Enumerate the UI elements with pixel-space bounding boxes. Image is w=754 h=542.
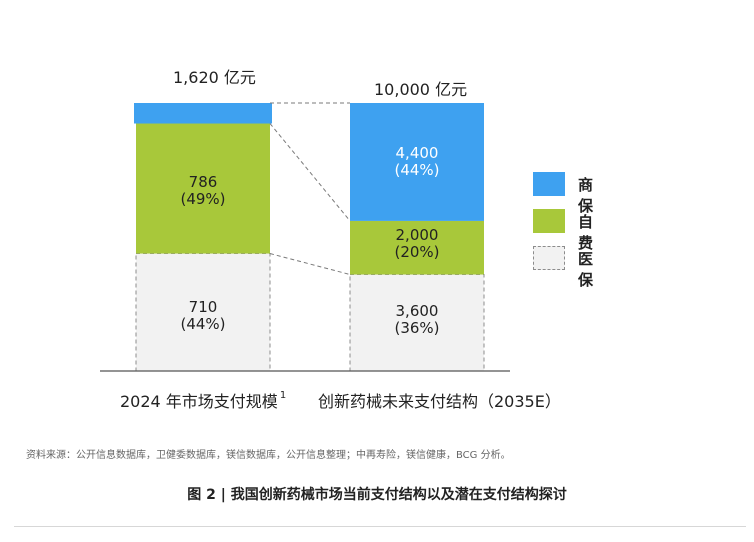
segment-label-medical-insurance-2035: 3,600 (36%) <box>350 303 484 337</box>
segment-share: (49%) <box>180 190 226 208</box>
bar-segment-self-pay-0 <box>136 123 270 254</box>
segment-label-self-pay-2024: 786 (49%) <box>136 174 270 208</box>
legend-label: 医保 <box>578 250 594 289</box>
segment-share: (44%) <box>394 161 440 179</box>
segment-share: (36%) <box>394 319 440 337</box>
segment-label-commercial-insurance-2035: 4,400 (44%) <box>350 145 484 179</box>
bar-segment-commercial-insurance-1 <box>350 103 484 221</box>
bar-cap-commercial-insurance-2024 <box>134 103 272 124</box>
legend-swatch <box>533 209 565 233</box>
x-axis-label-2024: 2024 年市场支付规模 1 <box>120 388 286 412</box>
segment-value: 3,600 <box>395 302 439 320</box>
bar-segment-medical-insurance-1 <box>349 274 485 372</box>
legend-label: 自费 <box>578 213 594 252</box>
bar-connector-line-1 <box>269 123 351 222</box>
source-note: 资料来源：公开信息数据库，卫健委数据库，镁信数据库，公开信息整理；中再寿险，镁信… <box>26 450 511 461</box>
segment-label-self-pay-2035: 2,000 (20%) <box>350 227 484 261</box>
segment-value: 710 <box>188 298 218 316</box>
bar-total-label-2035: 10,000 亿元 <box>374 80 468 99</box>
x-axis-label-2035: 创新药械未来支付结构（2035E） <box>318 392 561 411</box>
footnote-marker: 1 <box>279 390 287 401</box>
bar-segment-medical-insurance-0 <box>135 253 271 372</box>
figure-caption: 图 2 | 我国创新药械市场当前支付结构以及潜在支付结构探讨 <box>187 487 567 503</box>
bar-segment-self-pay-1 <box>350 220 484 275</box>
legend-label: 商保 <box>578 176 594 215</box>
segment-value: 786 <box>188 173 218 191</box>
bar-connector-line-2 <box>269 253 351 276</box>
segment-label-medical-insurance-2024: 710 (44%) <box>136 299 270 333</box>
legend-swatch <box>533 246 565 270</box>
legend-swatch <box>533 172 565 196</box>
segment-value: 4,400 <box>395 144 439 162</box>
bar-total-label-2024: 1,620 亿元 <box>173 68 256 87</box>
segment-share: (44%) <box>180 315 226 333</box>
category-text: 2024 年市场支付规模 <box>120 392 278 411</box>
segment-value: 2,000 <box>395 226 439 244</box>
segment-share: (20%) <box>394 243 440 261</box>
